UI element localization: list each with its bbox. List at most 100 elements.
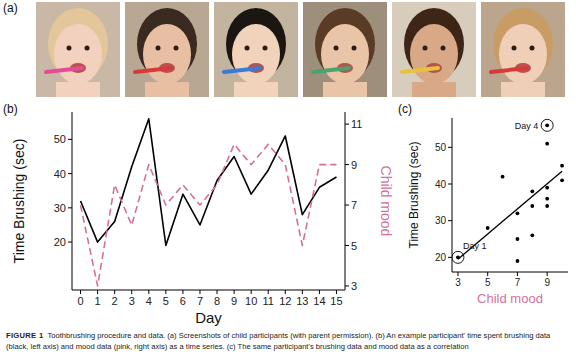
y-tick-label: 30 <box>54 202 66 214</box>
photo <box>481 2 565 97</box>
x-tick-label: 3 <box>455 277 461 288</box>
y-tick <box>68 242 72 243</box>
photo-toothbrush <box>491 68 527 72</box>
y-axis-line <box>72 112 73 290</box>
plot-area <box>81 119 337 286</box>
x-tick <box>302 290 303 294</box>
photo-neck <box>234 82 278 97</box>
photo-eye <box>441 46 446 51</box>
y2-tick-label: 9 <box>351 159 357 171</box>
y-tick <box>68 207 72 208</box>
annotation-ring <box>541 119 553 131</box>
x-tick <box>131 290 132 294</box>
panel-label: (b) <box>3 102 18 116</box>
y-tick-label: 30 <box>435 215 447 226</box>
y-axis-label: Time Brushing (sec) <box>407 142 421 249</box>
y-tick <box>448 147 452 148</box>
x-tick-label: 15 <box>330 295 342 307</box>
photo-eye <box>334 46 339 51</box>
x-tick-label: 9 <box>544 277 550 288</box>
y-axis-label: Time Brushing (sec) <box>11 139 27 264</box>
photo-background <box>481 2 565 97</box>
x-tick-label: 7 <box>515 277 521 288</box>
photo-toothbrush <box>402 68 438 72</box>
photo-face <box>410 24 458 84</box>
y-tick-label: 40 <box>435 179 447 190</box>
series-line <box>81 144 337 286</box>
y-tick-label: 50 <box>435 142 447 153</box>
scatter-point <box>486 226 490 230</box>
y2-tick-label: 5 <box>351 240 357 252</box>
x-axis-label: Child mood <box>477 291 543 306</box>
photo-neck <box>145 82 189 97</box>
photo-eye <box>174 46 179 51</box>
scatter-point <box>516 211 520 215</box>
x-tick-label: 11 <box>263 295 274 307</box>
photo-eye <box>263 46 268 51</box>
x-tick-label: 2 <box>112 295 118 307</box>
x-tick <box>165 290 166 294</box>
x-tick <box>199 290 200 294</box>
photo-face <box>499 24 547 84</box>
x-tick <box>336 290 337 294</box>
y2-axis-line <box>345 112 346 290</box>
photo-eye <box>530 46 535 51</box>
y-tick <box>448 220 452 221</box>
x-tick <box>234 290 235 294</box>
photo-neck <box>501 82 545 97</box>
photo-background <box>214 2 298 97</box>
photo <box>214 2 298 97</box>
annotation-label: Day 4 <box>515 121 539 131</box>
scatter-point <box>516 237 520 241</box>
plot-area <box>452 119 564 263</box>
photo-background <box>125 2 209 97</box>
scatter-point <box>560 178 564 182</box>
scatter-point <box>545 142 549 146</box>
scatter-point <box>456 255 460 259</box>
x-tick-label: 10 <box>245 295 257 307</box>
figure: (a)(b)(c)0123456789101112131415203040503… <box>0 0 576 356</box>
photo-face <box>321 24 369 84</box>
y-tick-label: 50 <box>54 133 66 145</box>
scatter-point <box>530 233 534 237</box>
x-tick-label: 0 <box>77 295 83 307</box>
photo-eye <box>67 46 72 51</box>
annotation-label: Day 1 <box>463 241 487 251</box>
y-tick <box>68 173 72 174</box>
caption: FIGURE 1Toothbrushing procedure and data… <box>6 330 570 352</box>
x-tick <box>487 272 488 276</box>
photo-background <box>36 2 120 97</box>
photo-eye <box>512 46 517 51</box>
photo-eye <box>85 46 90 51</box>
photo-eye <box>423 46 428 51</box>
x-tick-label: 1 <box>95 295 101 307</box>
x-tick <box>182 290 183 294</box>
y2-tick <box>345 205 349 206</box>
y-tick-label: 20 <box>435 252 447 263</box>
trend-line <box>458 171 562 259</box>
photo-background <box>392 2 476 97</box>
x-tick-label: 6 <box>180 295 186 307</box>
scatter-point <box>545 186 549 190</box>
x-tick-label: 12 <box>279 295 291 307</box>
x-axis-line <box>72 290 345 291</box>
x-tick-label: 4 <box>146 295 152 307</box>
panel-label: (a) <box>3 1 18 15</box>
y2-tick <box>345 164 349 165</box>
x-tick-label: 7 <box>197 295 203 307</box>
photo-face <box>143 24 191 84</box>
x-axis-label: Day <box>195 309 222 326</box>
scatter-point <box>530 189 534 193</box>
scatter-point <box>560 164 564 168</box>
x-tick-label: 14 <box>313 295 325 307</box>
y-tick <box>448 184 452 185</box>
scatter-point <box>545 197 549 201</box>
x-tick-label: 13 <box>296 295 308 307</box>
x-tick <box>97 290 98 294</box>
x-tick <box>251 290 252 294</box>
y-tick <box>68 139 72 140</box>
photo-eye <box>245 46 250 51</box>
photo <box>392 2 476 97</box>
y2-tick <box>345 124 349 125</box>
x-tick <box>217 290 218 294</box>
